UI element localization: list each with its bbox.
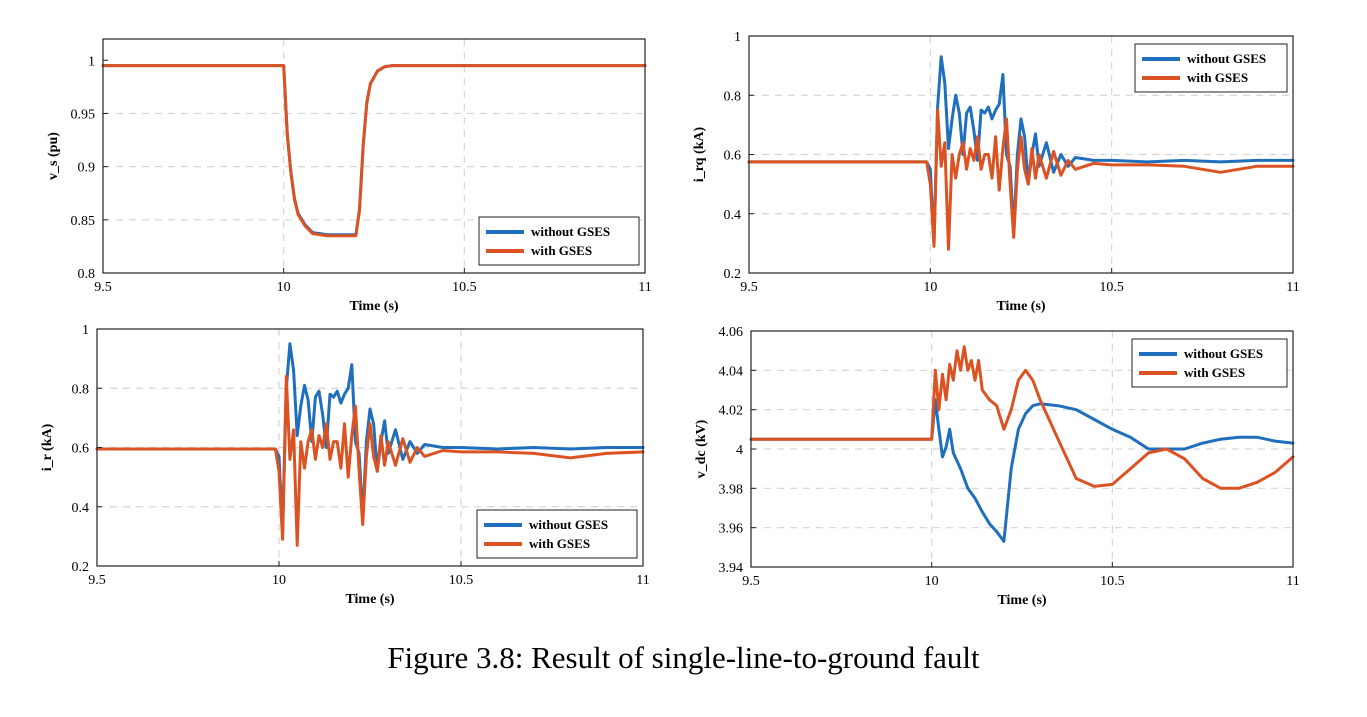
x-tick-label: 10 (277, 280, 291, 295)
x-tick-label: 10.5 (1099, 280, 1124, 295)
y-tick-label: 0.85 (71, 214, 96, 229)
y-axis-label: v_dc (kV) (694, 419, 709, 478)
y-tick-label: 3.98 (719, 482, 744, 497)
x-tick-label: 11 (1286, 280, 1299, 295)
y-tick-label: 0.8 (78, 267, 96, 282)
chart-vdc: 9.5 10 10.5 11 3.94 3.96 3.98 4 4.02 4.04 4.06 Time… (694, 325, 1300, 608)
x-tick-label: 10 (272, 573, 286, 588)
y-tick-label: 4.06 (719, 325, 744, 340)
axes-frame (102, 38, 646, 274)
chart-ir: 9.5 10 10.5 11 0.2 0.4 0.6 0.8 1 Time (s) i_r (kA)… (40, 323, 650, 607)
legend: without GSES with GSES (476, 509, 638, 559)
y-tick-label: 0.2 (724, 267, 742, 282)
x-tick-label: 10.5 (452, 280, 477, 295)
y-tick-label: 4.04 (719, 364, 744, 379)
x-axis-label: Time (s) (349, 299, 398, 314)
y-tick-label: 0.2 (72, 560, 90, 575)
y-tick-label: 1 (82, 323, 89, 338)
x-tick-label: 10.5 (449, 573, 474, 588)
y-tick-label: 0.6 (724, 149, 742, 164)
legend-label: with GSES (1187, 70, 1248, 85)
y-tick-label: 0.8 (724, 89, 742, 104)
y-tick-label: 4 (736, 443, 743, 458)
x-tick-label: 9.5 (742, 574, 760, 589)
y-tick-label: 3.96 (719, 522, 744, 537)
figure-caption: Figure 3.8: Result of single-line-to-gro… (387, 640, 980, 675)
series-line-with-gses (95, 374, 645, 547)
legend-label: without GSES (529, 517, 608, 532)
y-tick-label: 1 (88, 54, 95, 69)
x-axis-label: Time (s) (997, 593, 1046, 608)
y-tick-label: 1 (734, 30, 741, 45)
x-tick-label: 11 (636, 573, 649, 588)
legend-label: without GSES (1187, 51, 1266, 66)
y-axis-label: i_rq (kA) (692, 126, 707, 182)
legend: without GSES with GSES (478, 216, 640, 266)
y-axis-label: v_s (pu) (46, 132, 61, 180)
series-line-without-gses (95, 342, 645, 532)
x-tick-label: 11 (638, 280, 651, 295)
x-axis-label: Time (s) (996, 299, 1045, 314)
series-line-with-gses (101, 64, 647, 238)
y-tick-label: 4.02 (719, 404, 744, 419)
x-tick-label: 9.5 (94, 280, 112, 295)
y-tick-label: 0.4 (724, 208, 742, 223)
series-line-without-gses (747, 55, 1295, 245)
series-line-without-gses (749, 398, 1295, 543)
legend-label: with GSES (1184, 365, 1245, 380)
x-tick-label: 10.5 (1100, 574, 1125, 589)
y-tick-label: 0.6 (72, 442, 90, 457)
y-tick-label: 0.9 (78, 161, 96, 176)
legend-label: without GSES (1184, 346, 1263, 361)
legend: without GSES with GSES (1131, 338, 1288, 388)
y-tick-label: 3.94 (719, 561, 744, 576)
y-tick-label: 0.8 (72, 382, 90, 397)
x-tick-label: 10 (925, 574, 939, 589)
legend-label: with GSES (531, 243, 592, 258)
y-tick-label: 0.95 (71, 107, 96, 122)
legend-box (1131, 338, 1288, 388)
x-tick-label: 9.5 (740, 280, 758, 295)
legend-box (476, 509, 638, 559)
x-tick-label: 11 (1286, 574, 1299, 589)
x-tick-label: 10 (923, 280, 937, 295)
y-tick-label: 0.4 (72, 501, 90, 516)
y-axis-label: i_r (kA) (40, 423, 55, 471)
legend-label: with GSES (529, 536, 590, 551)
series-line-with-gses (747, 108, 1295, 251)
chart-irq: 9.5 10 10.5 11 0.2 0.4 0.6 0.8 1 Time (s) i_rq (kA… (692, 30, 1300, 314)
legend-box (478, 216, 640, 266)
legend-label: without GSES (531, 224, 610, 239)
chart-vs: 9.5 10 10.5 11 0.8 0.85 0.9 0.95 1 Time (s) v_s (p… (46, 38, 652, 314)
legend-box (1134, 43, 1288, 93)
series-line-with-gses (749, 345, 1295, 490)
legend: without GSES with GSES (1134, 43, 1288, 93)
x-axis-label: Time (s) (345, 592, 394, 607)
x-tick-label: 9.5 (88, 573, 106, 588)
